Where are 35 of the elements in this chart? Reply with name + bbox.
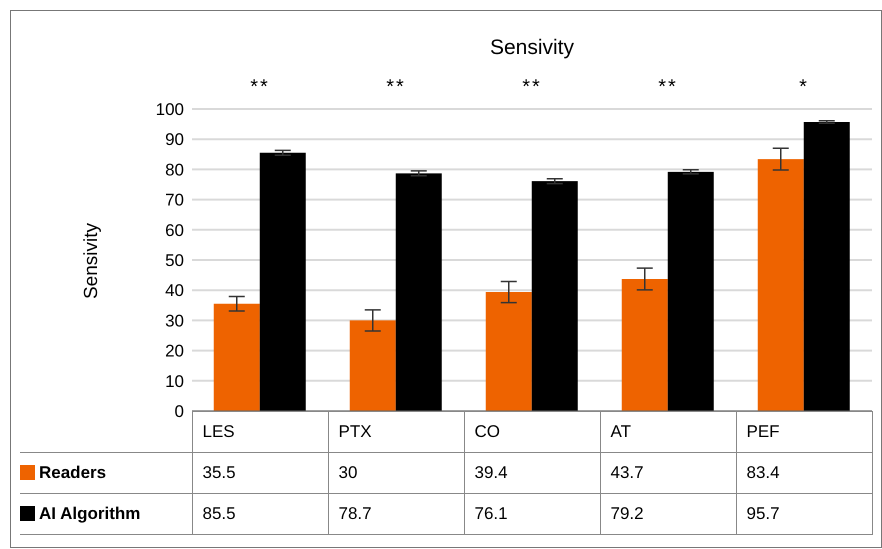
y-tick-label: 0 — [174, 402, 184, 422]
y-tick-label: 30 — [165, 311, 184, 330]
chart-title: Sensivity — [490, 36, 574, 59]
x-tick-label: AT — [600, 412, 736, 452]
data-label: 30 — [328, 452, 464, 494]
data-label: 83.4 — [736, 452, 872, 494]
data-label: 85.5 — [192, 494, 328, 534]
x-tick-label: LES — [192, 412, 328, 452]
data-label: 43.7 — [600, 452, 736, 494]
text: ** — [385, 76, 407, 99]
data-label: 76.1 — [464, 494, 600, 534]
y-tick-label: 70 — [165, 190, 184, 210]
x-tick-label: PEF — [736, 412, 872, 452]
text: ** — [249, 76, 271, 99]
x-tick-label: CO — [464, 412, 600, 452]
x-tick-label: PTX — [328, 412, 464, 452]
y-tick-label: 80 — [165, 160, 184, 180]
data-label: 35.5 — [192, 452, 328, 494]
legend-label: Readers — [20, 452, 192, 494]
y-tick-label: 100 — [156, 100, 184, 120]
legend-label: AI Algorithm — [20, 494, 192, 534]
data-label: 39.4 — [464, 452, 600, 494]
y-tick-label: 10 — [165, 372, 184, 391]
y-axis-title: Sensivity — [81, 222, 102, 300]
text: ** — [657, 76, 679, 99]
y-tick-label: 60 — [165, 220, 184, 240]
y-tick-label: 90 — [165, 130, 184, 150]
text: * — [798, 76, 810, 99]
y-tick-label: 20 — [165, 342, 184, 361]
data-label: 78.7 — [328, 494, 464, 534]
y-tick-label: 50 — [165, 251, 184, 270]
text: ** — [521, 76, 543, 99]
data-label: 79.2 — [600, 494, 736, 534]
data-label: 95.7 — [736, 494, 872, 534]
y-tick-label: 40 — [165, 281, 184, 300]
